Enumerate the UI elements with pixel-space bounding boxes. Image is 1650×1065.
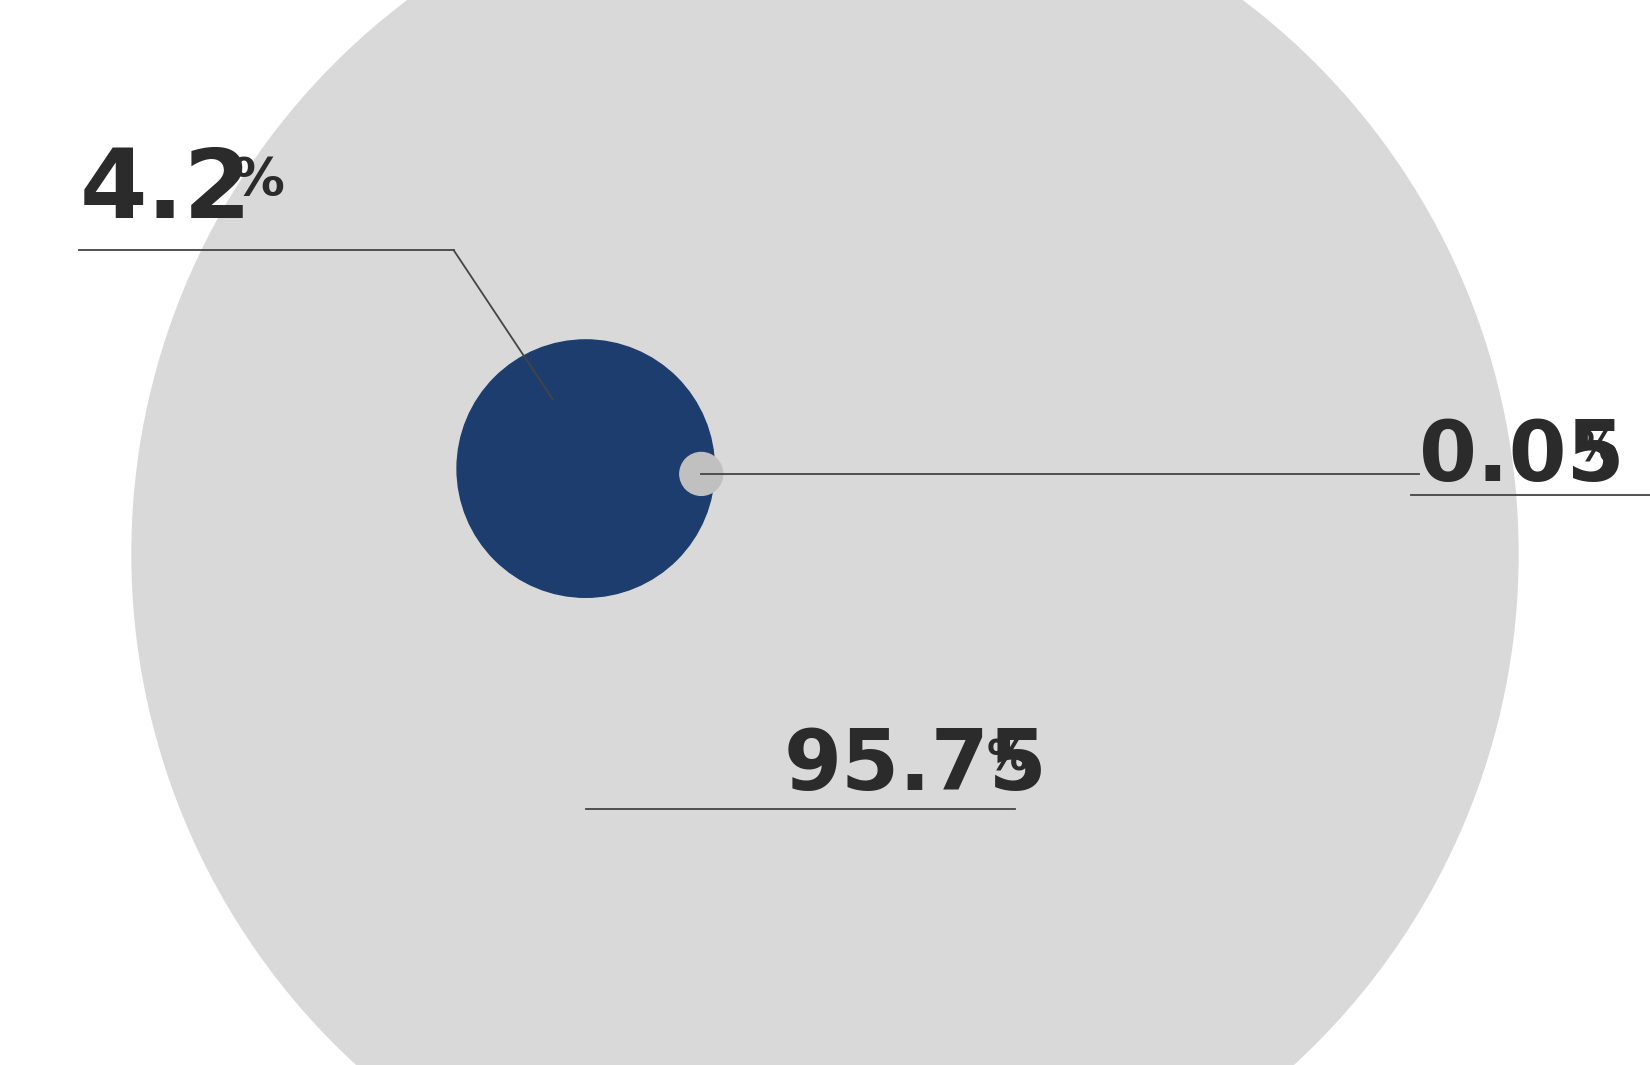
Text: %: %	[231, 155, 284, 207]
Ellipse shape	[457, 340, 714, 597]
Text: 0.05: 0.05	[1419, 417, 1625, 498]
Text: 4.2: 4.2	[79, 145, 251, 239]
Text: 95.75: 95.75	[784, 726, 1048, 807]
Text: %: %	[1576, 428, 1617, 471]
Ellipse shape	[132, 0, 1518, 1065]
Text: %: %	[987, 737, 1028, 780]
Ellipse shape	[680, 453, 723, 495]
